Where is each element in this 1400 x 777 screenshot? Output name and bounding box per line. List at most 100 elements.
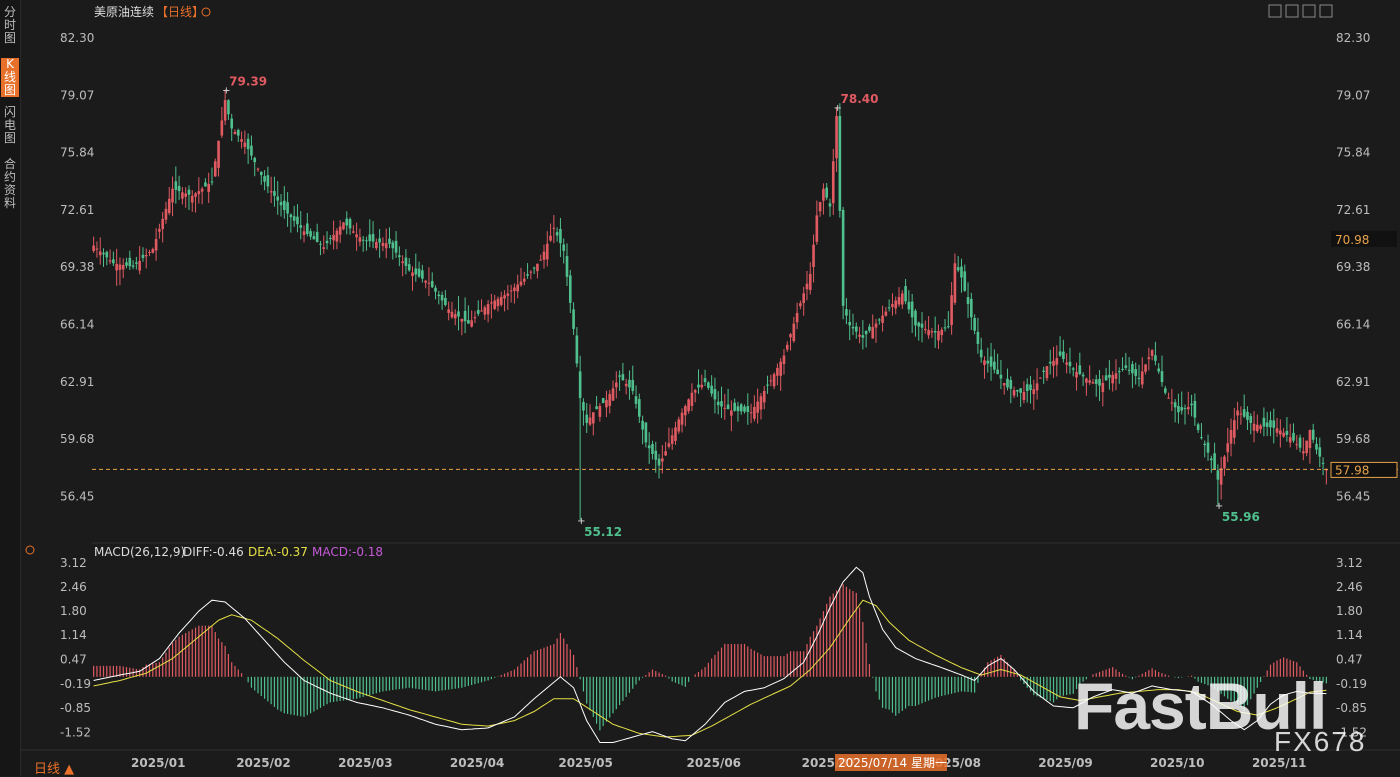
candle-body [1170,402,1174,404]
x-axis-label: 2025/11 [1252,756,1306,770]
candle-body [710,385,713,394]
x-axis-label: 2025/06 [687,756,741,770]
candle-body [1140,371,1144,385]
macd-axis-right-label: -0.19 [1336,677,1367,691]
price-axis-right-label: 62.91 [1336,375,1370,389]
tab-kline[interactable]: K线图 [1,58,19,97]
candle-body [121,265,125,270]
candle-body [947,326,950,328]
candle-body [394,240,398,253]
candle-body [322,247,326,249]
candle-body [253,157,257,163]
candle-body [907,301,911,310]
macd-axis-left-label: 1.14 [60,628,87,642]
candle-body [105,251,109,258]
candle-body [608,394,612,406]
candle-body [1078,365,1082,375]
candle-body [614,382,618,388]
candle-body [345,218,349,226]
x-axis-label: 2025/10 [1150,756,1204,770]
candle-body [125,262,128,266]
candle-body [937,331,940,341]
candle-body [1200,437,1203,439]
tab-timeshare[interactable]: 分时图 [3,5,16,45]
candle-body [108,260,112,262]
candle-body [338,226,342,235]
price-axis-right-label: 59.68 [1336,432,1370,446]
macd-value: MACD:-0.18 [312,545,383,559]
candle-body [289,214,293,218]
candle-body [177,185,181,192]
candle-body [1302,451,1305,454]
candle-body [421,270,424,279]
tab-contract-info[interactable]: 合约资料 [3,157,16,210]
candle-body [190,195,194,203]
candle-body [1256,424,1259,432]
candle-body [220,120,224,136]
candle-body [92,245,95,251]
macd-axis-left-label: -0.19 [60,677,91,691]
candle-body [1249,415,1253,423]
candle-body [772,374,776,387]
crosshair-date: 2025/07/14 星期一 [838,756,947,770]
candle-body [470,320,473,327]
candle-body [1190,403,1193,406]
candle-body [542,251,546,260]
extreme-price-label: 55.12 [584,525,622,539]
candle-body [1226,443,1230,453]
candle-body [628,379,631,388]
candle-body [266,175,270,187]
candle-body [950,295,953,326]
candle-body [1193,400,1197,418]
candle-body [674,427,677,441]
candle-body [670,435,674,444]
candle-body [887,307,891,309]
extreme-price-label: 55.96 [1222,510,1260,524]
diff-line [93,566,1327,743]
price-axis-right-label: 72.61 [1336,203,1370,217]
candle-body [598,406,602,417]
candle-body [1259,425,1262,430]
watermark-code: FX678 [1274,726,1367,757]
candle-body [545,243,549,260]
candle-body [1219,468,1223,485]
candle-body [450,311,454,318]
period-button[interactable]: 日线 ▲ [34,762,75,777]
x-axis-label: 2025/03 [338,756,392,770]
macd-axis-left-label: 1.80 [60,604,87,618]
candle-body [532,267,536,269]
candle-body [1262,417,1266,427]
candle-body [641,420,644,430]
candle-body [1075,371,1078,378]
candle-body [273,191,276,196]
candle-body [1206,442,1210,453]
candle-body [822,188,825,201]
candle-body [664,451,667,456]
candle-body [378,238,381,243]
price-axis-right-label: 66.14 [1336,318,1370,332]
candle-body [230,118,234,129]
candle-body [187,189,191,195]
candle-body [1039,377,1042,379]
candle-body [365,240,368,242]
candle-body [877,319,881,321]
candle-body [638,399,641,417]
candle-body [1279,430,1282,435]
tab-flash[interactable]: 闪电图 [3,105,16,145]
candle-body [1232,420,1236,438]
candle-body [1160,371,1164,383]
candle-body [312,236,316,240]
marker-price-label: 70.98 [1335,233,1369,247]
candle-body [506,293,510,296]
price-axis-left-label: 69.38 [60,260,94,274]
candle-body [595,406,598,410]
candle-body [463,310,467,322]
candle-body [825,187,829,198]
candle-body [319,243,322,245]
candle-body [167,198,171,214]
candle-body [644,422,648,443]
candle-body [118,264,122,270]
candle-body [1068,361,1072,367]
candle-body [1147,357,1151,360]
